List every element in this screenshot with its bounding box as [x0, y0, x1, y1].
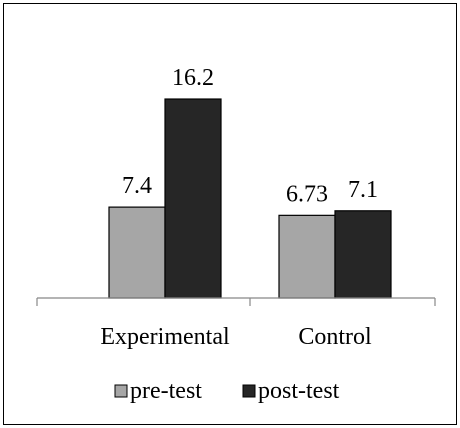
legend-label: post-test: [258, 378, 340, 404]
category-label: Experimental: [100, 324, 230, 350]
bar-experimental-pre-test: [108, 206, 166, 299]
data-label: 7.1: [348, 177, 378, 203]
data-label: 6.73: [286, 181, 328, 207]
data-label: 7.4: [122, 173, 152, 199]
category-label: Control: [298, 324, 372, 350]
legend-swatch: [114, 384, 128, 398]
bar-control-pre-test: [278, 214, 336, 299]
bar-experimental-post-test: [164, 98, 222, 299]
legend-swatch: [242, 384, 256, 398]
bar-control-post-test: [334, 210, 392, 299]
data-label: 16.2: [172, 65, 214, 91]
legend-label: pre-test: [130, 378, 202, 404]
